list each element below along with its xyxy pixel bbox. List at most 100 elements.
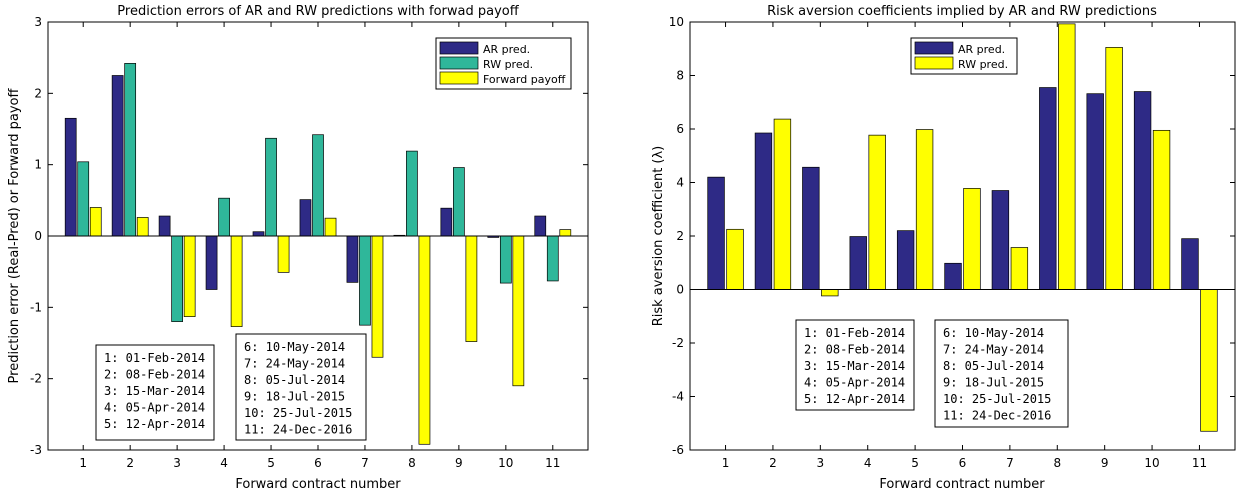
date-box-line: 4: 05-Apr-2014 <box>804 376 905 390</box>
bar-2-6 <box>312 134 324 237</box>
y-tick-label: 1 <box>34 158 42 172</box>
bar-2-4 <box>218 197 230 237</box>
date-box-line: 7: 24-May-2014 <box>943 343 1044 357</box>
x-tick-label: 7 <box>361 456 369 470</box>
x-tick-label: 11 <box>545 456 560 470</box>
bar-3-5 <box>277 235 290 273</box>
y-axis-label: Risk aversion coefficient (λ) <box>651 146 666 327</box>
legend-label: AR pred. <box>483 43 530 56</box>
bar-1-4 <box>849 236 867 290</box>
chart-1: -3 -2 -1 0 1 2 3 1 2 3 4 5 6 7 8 9 10 11 Prediction errors… <box>7 4 589 492</box>
x-tick-label: 2 <box>126 456 134 470</box>
bar-1-3 <box>158 215 171 237</box>
bar-1-4 <box>205 235 218 290</box>
bar-1-3 <box>802 166 820 290</box>
legend-swatch <box>914 41 954 55</box>
y-tick-label: 0 <box>34 229 42 243</box>
x-tick-label: 3 <box>173 456 181 470</box>
bar-2-9 <box>453 167 465 237</box>
date-box-line: 1: 01-Feb-2014 <box>104 351 205 365</box>
x-tick-label: 4 <box>864 456 872 470</box>
x-tick-label: 5 <box>267 456 275 470</box>
legend-label: RW pred. <box>958 58 1008 71</box>
x-tick-label: 3 <box>817 456 825 470</box>
date-box-line: 6: 10-May-2014 <box>943 326 1044 340</box>
date-box-line: 5: 12-Apr-2014 <box>104 417 205 431</box>
bar-3-10 <box>512 235 525 387</box>
legend-swatch <box>439 71 479 85</box>
y-tick-label: 4 <box>676 176 684 190</box>
x-tick-label: 5 <box>911 456 919 470</box>
x-tick-label: 1 <box>79 456 87 470</box>
y-tick-label: 8 <box>676 69 684 83</box>
date-box-line: 10: 25-Jul-2015 <box>943 392 1051 406</box>
bar-1-9 <box>1086 93 1104 290</box>
date-box-line: 1: 01-Feb-2014 <box>804 326 905 340</box>
x-axis-label: Forward contract number <box>235 477 401 492</box>
bar-2-11 <box>1200 289 1218 432</box>
bar-3-8 <box>418 235 431 445</box>
bar-1-11 <box>534 215 547 237</box>
date-box <box>235 333 367 441</box>
date-box-line: 2: 08-Feb-2014 <box>104 368 205 382</box>
date-box-line: 8: 05-Jul-2014 <box>943 359 1044 373</box>
legend-swatch <box>914 56 954 70</box>
bar-3-9 <box>465 235 478 342</box>
y-tick-label: -2 <box>30 372 42 386</box>
bar-2-5 <box>915 129 934 290</box>
bar-1-7 <box>991 190 1010 290</box>
bar-1-1 <box>707 176 725 290</box>
legend-swatch <box>439 41 479 55</box>
date-box <box>795 319 915 411</box>
x-tick-label: 7 <box>1006 456 1014 470</box>
y-tick-label: 2 <box>34 86 42 100</box>
bar-1-11 <box>1181 238 1199 290</box>
x-tick-label: 8 <box>1053 456 1061 470</box>
date-box-line: 5: 12-Apr-2014 <box>804 392 905 406</box>
y-tick-label: -4 <box>672 390 684 404</box>
bar-2-10 <box>499 235 512 284</box>
bar-1-5 <box>896 230 915 290</box>
x-axis-label: Forward contract number <box>879 477 1045 492</box>
date-box-line: 2: 08-Feb-2014 <box>804 343 905 357</box>
bar-1-6 <box>944 262 962 290</box>
bar-2-5 <box>265 137 277 237</box>
bar-2-2 <box>124 63 137 237</box>
x-tick-label: 4 <box>220 456 228 470</box>
bar-2-10 <box>1152 129 1171 290</box>
bar-2-6 <box>963 188 981 290</box>
y-axis-label: Prediction error (Real-Pred) or Forward … <box>7 88 22 384</box>
date-box-line: 6: 10-May-2014 <box>244 340 345 354</box>
bar-3-4 <box>230 235 243 327</box>
date-box-line: 7: 24-May-2014 <box>244 357 345 371</box>
date-box-line: 10: 25-Jul-2015 <box>244 406 352 420</box>
x-tick-label: 2 <box>769 456 777 470</box>
x-tick-label: 8 <box>408 456 416 470</box>
date-box-line: 3: 15-Mar-2014 <box>104 384 205 398</box>
bar-3-2 <box>136 217 149 237</box>
y-tick-label: -2 <box>672 336 684 350</box>
bar-3-6 <box>324 217 337 237</box>
bar-2-9 <box>1105 47 1123 290</box>
y-tick-label: -1 <box>30 300 42 314</box>
legend-label: RW pred. <box>483 58 533 71</box>
legend-label: Forward payoff <box>483 73 566 86</box>
bar-2-8 <box>1058 23 1076 290</box>
y-tick-label: -3 <box>30 443 42 457</box>
bar-2-1 <box>726 228 744 290</box>
bar-1-1 <box>64 117 77 237</box>
bar-3-3 <box>183 235 196 317</box>
date-box-line: 4: 05-Apr-2014 <box>104 401 205 415</box>
bar-2-8 <box>406 150 418 237</box>
x-tick-label: 1 <box>722 456 730 470</box>
bar-1-6 <box>299 199 312 237</box>
date-box <box>95 344 215 441</box>
x-tick-label: 11 <box>1192 456 1207 470</box>
x-tick-label: 6 <box>959 456 967 470</box>
date-box-line: 11: 24-Dec-2016 <box>943 409 1051 423</box>
y-tick-label: 3 <box>34 15 42 29</box>
bar-1-2 <box>754 132 773 290</box>
date-box-line: 11: 24-Dec-2016 <box>244 423 352 437</box>
